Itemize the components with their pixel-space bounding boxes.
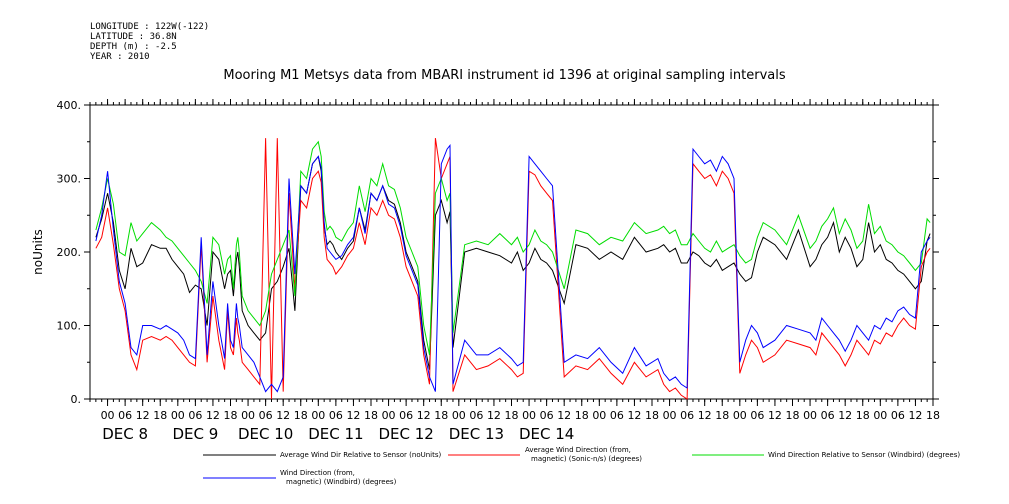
series-line: [95, 155, 931, 370]
x-tick-label: 12: [698, 409, 712, 422]
longitude-label: LONGITUDE : 122W(-122): [90, 22, 210, 32]
x-tick-label: 18: [786, 409, 800, 422]
x-tick-label: 18: [926, 409, 940, 422]
legend-label: Average Wind Direction (from,: [525, 446, 631, 454]
x-tick-label: 12: [487, 409, 501, 422]
x-tick-label: 06: [610, 409, 624, 422]
day-label: DEC 11: [308, 425, 363, 443]
x-tick-label: 06: [329, 409, 343, 422]
x-tick-label: 12: [346, 409, 360, 422]
x-tick-label: 06: [750, 409, 764, 422]
x-tick-label: 18: [505, 409, 519, 422]
y-tick-label: 100.: [57, 320, 82, 333]
x-tick-label: 06: [259, 409, 273, 422]
x-tick-label: 06: [469, 409, 483, 422]
x-tick-label: 12: [557, 409, 571, 422]
x-tick-label: 06: [821, 409, 835, 422]
x-tick-label: 18: [364, 409, 378, 422]
x-tick-label: 00: [311, 409, 325, 422]
x-tick-label: 18: [153, 409, 167, 422]
x-tick-label: 00: [241, 409, 255, 422]
x-tick-label: 00: [733, 409, 747, 422]
year-label: YEAR : 2010: [90, 52, 150, 62]
x-tick-label: 06: [540, 409, 554, 422]
day-label: DEC 13: [449, 425, 504, 443]
x-tick-label: 12: [136, 409, 150, 422]
x-tick-label: 06: [188, 409, 202, 422]
x-tick-label: 00: [803, 409, 817, 422]
x-tick-label: 12: [768, 409, 782, 422]
latitude-label: LATITUDE : 36.8N: [90, 32, 177, 42]
x-tick-label: 06: [680, 409, 694, 422]
legend-label: magnetic) (Windbird) (degrees): [286, 478, 397, 486]
y-tick-label: 400.: [57, 99, 82, 112]
y-tick-label: 300.: [57, 173, 82, 186]
x-tick-label: 12: [417, 409, 431, 422]
day-label: DEC 10: [238, 425, 293, 443]
chart-title: Mooring M1 Metsys data from MBARI instru…: [223, 68, 786, 83]
x-tick-label: 06: [399, 409, 413, 422]
y-tick-label: 0.: [71, 393, 82, 406]
day-label: DEC 9: [172, 425, 218, 443]
x-tick-label: 06: [118, 409, 132, 422]
x-tick-label: 18: [645, 409, 659, 422]
x-tick-label: 18: [715, 409, 729, 422]
x-tick-label: 00: [592, 409, 606, 422]
series-line: [95, 143, 931, 393]
x-tick-label: 00: [663, 409, 677, 422]
day-label: DEC 14: [519, 425, 574, 443]
legend-label: magnetic) (Sonic-n/s) (degrees): [531, 455, 642, 463]
x-tick-label: 00: [171, 409, 185, 422]
x-tick-label: 18: [856, 409, 870, 422]
y-axis-label: noUnits: [31, 229, 45, 275]
y-tick-label: 200.: [57, 246, 82, 259]
x-tick-label: 12: [206, 409, 220, 422]
day-label: DEC 12: [378, 425, 433, 443]
x-tick-label: 18: [224, 409, 238, 422]
series-line: [95, 140, 931, 355]
x-tick-label: 12: [838, 409, 852, 422]
x-tick-label: 18: [294, 409, 308, 422]
plot-frame: [89, 104, 934, 400]
legend-label: Average Wind Dir Relative to Sensor (noU…: [280, 451, 441, 459]
x-tick-label: 00: [101, 409, 115, 422]
metadata-block: LONGITUDE : 122W(-122) LATITUDE : 36.8N …: [90, 22, 209, 62]
depth-label: DEPTH (m) : -2.5: [90, 42, 177, 52]
x-tick-label: 00: [382, 409, 396, 422]
x-tick-label: 06: [891, 409, 905, 422]
x-tick-label: 12: [276, 409, 290, 422]
day-label: DEC 8: [102, 425, 148, 443]
x-tick-label: 00: [873, 409, 887, 422]
x-tick-label: 18: [575, 409, 589, 422]
x-tick-label: 12: [627, 409, 641, 422]
x-tick-label: 00: [522, 409, 536, 422]
x-tick-label: 00: [452, 409, 466, 422]
legend-label: Wind Direction (from,: [280, 469, 355, 477]
legend-label: Wind Direction Relative to Sensor (Windb…: [768, 451, 960, 459]
x-tick-label: 12: [908, 409, 922, 422]
x-tick-label: 18: [434, 409, 448, 422]
